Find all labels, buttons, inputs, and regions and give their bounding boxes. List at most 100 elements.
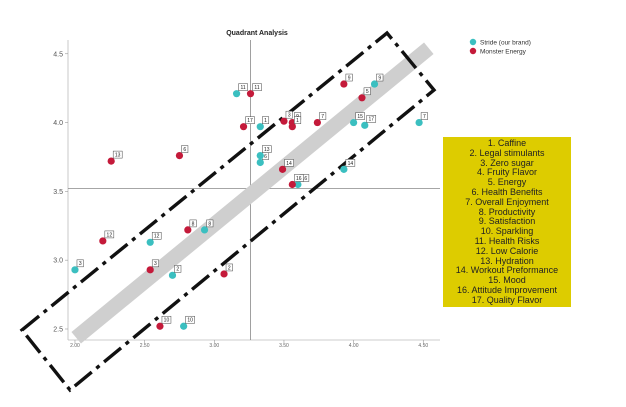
- point-label: 17: [247, 118, 253, 124]
- point-label: 8: [192, 221, 195, 227]
- point-label-box: [161, 315, 172, 324]
- point-label: 14: [348, 161, 354, 167]
- point-label-box: [294, 174, 304, 182]
- key-item: 14. Workout Preformance: [455, 265, 559, 276]
- data-point: [370, 80, 379, 88]
- x-tick-label: 4.50: [418, 343, 428, 349]
- y-tick-label: 3.5: [53, 189, 63, 196]
- key-item: 8. Productivity: [478, 206, 536, 217]
- point-label: 7: [321, 114, 324, 120]
- key-item: 9. Satisfaction: [478, 216, 536, 227]
- legend-label: Stride (our brand): [480, 39, 531, 46]
- data-point: [340, 80, 348, 88]
- point-label-box: [376, 73, 384, 82]
- point-label-box: [206, 219, 214, 228]
- point-label: 12: [107, 232, 113, 238]
- point-label: 1: [264, 118, 267, 124]
- legend-marker: [469, 38, 477, 46]
- point-label-box: [345, 73, 353, 82]
- point-label-box: [151, 232, 162, 240]
- point-label-box: [181, 145, 189, 153]
- point-label: 10: [187, 318, 193, 324]
- key-item: 16. Attitude Improvement: [456, 284, 558, 295]
- data-point: [415, 118, 423, 127]
- point-label-box: [420, 112, 428, 120]
- point-label-box: [284, 159, 294, 167]
- x-tick-label: 3.50: [279, 343, 289, 349]
- key-item: 2. Legal stimulants: [469, 147, 545, 158]
- point-label-box: [355, 112, 365, 120]
- point-label: 12: [154, 234, 160, 240]
- point-label: 3: [288, 113, 291, 119]
- point-label: 9: [378, 75, 381, 81]
- x-tick-label: 3.00: [209, 343, 219, 349]
- trend-band: [71, 42, 434, 344]
- point-label: 6: [264, 154, 267, 160]
- data-point: [361, 121, 369, 129]
- point-label-box: [262, 116, 270, 124]
- data-point: [256, 151, 264, 160]
- diagonal-bands: [19, 30, 437, 393]
- point-label: 16: [296, 176, 302, 182]
- point-label-box: [294, 116, 302, 124]
- point-label: 6: [183, 147, 186, 153]
- point-label: 13: [115, 153, 121, 159]
- dashed-outline: [19, 30, 437, 393]
- x-tick-label: 2.50: [140, 343, 150, 349]
- x-tick-label: 4.00: [349, 343, 359, 349]
- point-label: 2: [228, 265, 231, 271]
- point-label-box: [245, 116, 255, 124]
- point-label-box: [112, 150, 123, 159]
- key-item: 15. Mood: [488, 275, 526, 286]
- data-point: [99, 237, 107, 245]
- y-tick-label: 4.5: [53, 51, 63, 58]
- data-point: [200, 226, 209, 234]
- data-points: 1116131614151797312281013617113911614795…: [71, 73, 428, 330]
- point-label: 14: [286, 161, 292, 167]
- data-point: [288, 123, 296, 131]
- point-label-box: [363, 87, 371, 96]
- data-point: [288, 180, 296, 189]
- point-label: 3: [79, 261, 82, 267]
- key-item: 6. Health Benefits: [471, 186, 543, 197]
- point-label: 2: [176, 267, 179, 273]
- data-point: [232, 90, 241, 98]
- data-point: [278, 165, 287, 173]
- point-label-box: [366, 115, 377, 123]
- point-label-box: [319, 112, 327, 120]
- point-label-box: [252, 83, 262, 91]
- data-point: [184, 226, 192, 234]
- point-label-box: [238, 83, 248, 91]
- point-label-box: [285, 110, 293, 119]
- data-point: [239, 123, 248, 131]
- key-item: 17. Quality Flavor: [471, 294, 543, 305]
- data-point: [220, 270, 228, 278]
- data-point: [246, 90, 255, 98]
- attribute-key: 1. Caffine 2. Legal stimulants 3. Zero sug…: [443, 137, 571, 307]
- data-point: [294, 180, 302, 189]
- point-label-box: [262, 145, 272, 153]
- point-label: 13: [264, 147, 270, 153]
- y-tick-label: 3.0: [53, 258, 63, 265]
- point-label: 15: [357, 114, 363, 120]
- data-point: [340, 165, 348, 173]
- point-label-box: [151, 259, 159, 268]
- data-point: [146, 238, 154, 246]
- key-item: 11. Health Risks: [474, 235, 540, 246]
- y-axis-ticks: 2.5 3.0 3.5 4.0 4.5: [53, 51, 68, 333]
- point-label: 3: [154, 261, 157, 267]
- point-label: 9: [348, 75, 351, 81]
- chart-title: Quadrant Analysis: [226, 30, 288, 37]
- key-item: 4. Fruity Flavor: [476, 167, 537, 178]
- data-point: [107, 157, 115, 165]
- data-point: [256, 123, 264, 131]
- point-label-box: [76, 259, 84, 268]
- key-item: 13. Hydration: [480, 255, 534, 266]
- point-label: 11: [240, 85, 245, 91]
- data-point: [175, 151, 184, 160]
- point-label-box: [174, 265, 182, 273]
- point-label: 11: [254, 85, 259, 91]
- legend-marker: [469, 47, 477, 55]
- point-label: 7: [423, 114, 426, 120]
